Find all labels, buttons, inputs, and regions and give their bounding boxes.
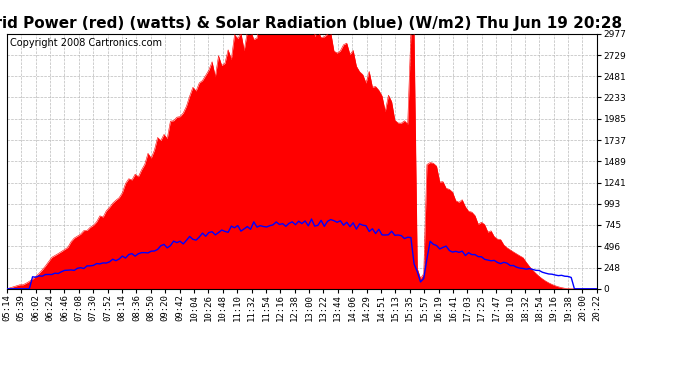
Text: Copyright 2008 Cartronics.com: Copyright 2008 Cartronics.com [10, 38, 162, 48]
Title: Grid Power (red) (watts) & Solar Radiation (blue) (W/m2) Thu Jun 19 20:28: Grid Power (red) (watts) & Solar Radiati… [0, 16, 622, 31]
